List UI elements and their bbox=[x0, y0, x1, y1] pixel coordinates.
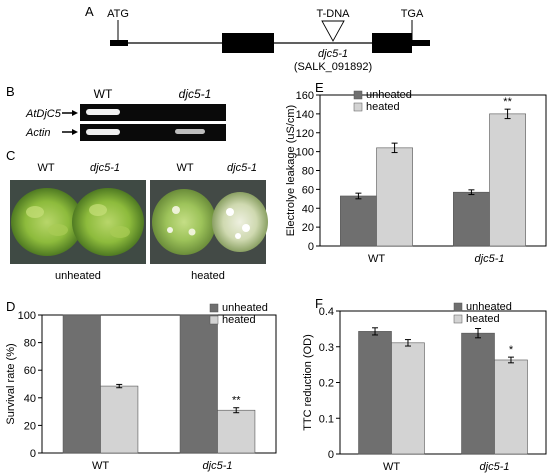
y-tick-label: 20 bbox=[302, 222, 314, 234]
gel-row-gene: AtDjC5 bbox=[25, 108, 62, 120]
y-tick-label: 0.2 bbox=[319, 378, 334, 390]
gel-arrow-control bbox=[62, 129, 78, 135]
chart-panel-label: D bbox=[6, 299, 15, 314]
panel-c-label: C bbox=[6, 148, 15, 163]
significance-marker: ** bbox=[232, 395, 241, 407]
y-tick-label: 0 bbox=[30, 448, 36, 460]
legend-label-heated: heated bbox=[222, 314, 256, 326]
panel-a: A ATG TGA T-DNA djc5-1 (SALK_091892) bbox=[85, 4, 430, 73]
bar-heated-mutant bbox=[489, 113, 526, 247]
y-tick-label: 60 bbox=[24, 365, 36, 377]
y-tick-label: 160 bbox=[296, 90, 314, 102]
legend-swatch-unheated bbox=[453, 302, 463, 312]
legend-label-heated: heated bbox=[466, 313, 500, 325]
photo-right-mutant: djc5-1 bbox=[227, 162, 257, 174]
stop-codon-label: TGA bbox=[401, 8, 424, 20]
utr-5 bbox=[110, 40, 128, 46]
legend-swatch-heated bbox=[353, 102, 363, 112]
legend-swatch-unheated bbox=[353, 90, 363, 100]
bar-heated-wt bbox=[391, 342, 425, 455]
bar-unheated-mutant bbox=[453, 191, 490, 247]
bar-heated-mutant bbox=[217, 409, 256, 454]
y-tick-label: 20 bbox=[24, 420, 36, 432]
y-tick-label: 60 bbox=[302, 184, 314, 196]
y-axis-label: Electrolye leakage (uS/cm) bbox=[285, 105, 297, 236]
x-category-label: WT bbox=[383, 461, 400, 473]
significance-marker: * bbox=[509, 344, 514, 356]
x-category-label: djc5-1 bbox=[203, 460, 233, 472]
utr-3 bbox=[412, 40, 430, 46]
y-tick-label: 0 bbox=[308, 241, 314, 253]
bar-heated-mutant bbox=[494, 359, 528, 455]
salk-line-label: (SALK_091892) bbox=[294, 61, 372, 73]
mutant-allele-label: djc5-1 bbox=[318, 48, 348, 60]
chart-ttc: F 0 0.1 0.2 0.3 0.4 TTC reduction (OD) WT djc5-1… bbox=[302, 296, 547, 473]
panel-c: C WT djc5-1 WT djc5-1 unheated heated bbox=[6, 148, 268, 282]
gel-band-control-wt bbox=[86, 129, 120, 135]
legend-label-unheated: unheated bbox=[466, 301, 512, 313]
legend-swatch-unheated bbox=[209, 303, 219, 313]
x-category-label: djc5-1 bbox=[480, 461, 510, 473]
panel-b: B WT djc5-1 AtDjC5 Actin bbox=[6, 84, 226, 141]
photo-right-caption: heated bbox=[191, 270, 225, 282]
bar-unheated-wt bbox=[358, 331, 392, 455]
bar-unheated-wt bbox=[62, 314, 101, 454]
legend-swatch-heated bbox=[453, 314, 463, 324]
y-tick-label: 100 bbox=[18, 310, 36, 322]
significance-marker: ** bbox=[503, 96, 512, 108]
tdna-label: T-DNA bbox=[317, 8, 351, 20]
gel-band-control-mutant bbox=[175, 129, 205, 134]
panel-a-label: A bbox=[85, 4, 94, 19]
chart-panel-label: E bbox=[315, 80, 324, 95]
bar-unheated-mutant bbox=[179, 314, 218, 454]
bar-heated-wt bbox=[100, 385, 139, 454]
y-axis-label: Survival rate (%) bbox=[5, 343, 17, 424]
gel-image-control bbox=[80, 124, 226, 141]
gel-col-mutant: djc5-1 bbox=[179, 87, 212, 101]
y-axis-label: TTC reduction (OD) bbox=[302, 334, 314, 431]
photo-unheated bbox=[10, 180, 146, 264]
photo-left-mutant: djc5-1 bbox=[90, 162, 120, 174]
chart-survival: D 0 20 40 60 80 100 Survival rate (%) WT djc5-1 **… bbox=[5, 299, 277, 472]
x-category-label: WT bbox=[92, 460, 109, 472]
exon-1 bbox=[222, 33, 274, 53]
gel-col-wt: WT bbox=[94, 87, 113, 101]
tdna-insertion-triangle bbox=[321, 20, 345, 42]
gel-band-gene-wt bbox=[86, 109, 120, 115]
y-tick-label: 100 bbox=[296, 147, 314, 159]
bar-unheated-mutant bbox=[461, 332, 495, 455]
chart-panel-label: F bbox=[315, 296, 323, 311]
exon-2 bbox=[372, 33, 412, 53]
y-tick-label: 40 bbox=[24, 393, 36, 405]
bar-unheated-wt bbox=[340, 195, 377, 247]
bar-heated-wt bbox=[376, 147, 413, 247]
legend-label-unheated: unheated bbox=[366, 89, 412, 101]
y-tick-label: 140 bbox=[296, 109, 314, 121]
y-tick-label: 120 bbox=[296, 128, 314, 140]
y-tick-label: 80 bbox=[302, 166, 314, 178]
y-tick-label: 0 bbox=[328, 449, 334, 461]
start-codon-label: ATG bbox=[107, 8, 129, 20]
y-tick-label: 40 bbox=[302, 203, 314, 215]
photo-heated bbox=[150, 180, 268, 264]
legend-label-unheated: unheated bbox=[222, 302, 268, 314]
panel-b-label: B bbox=[6, 84, 15, 99]
x-category-label: WT bbox=[368, 253, 385, 265]
legend-swatch-heated bbox=[209, 315, 219, 325]
y-tick-label: 0.4 bbox=[319, 306, 334, 318]
photo-left-wt: WT bbox=[37, 162, 54, 174]
plot-frame bbox=[41, 314, 277, 454]
x-category-label: djc5-1 bbox=[475, 253, 505, 265]
gel-arrow-gene bbox=[62, 110, 78, 116]
gel-row-control: Actin bbox=[25, 127, 50, 139]
legend-label-heated: heated bbox=[366, 101, 400, 113]
photo-left-caption: unheated bbox=[55, 270, 101, 282]
y-tick-label: 80 bbox=[24, 338, 36, 350]
photo-right-wt: WT bbox=[176, 162, 193, 174]
y-tick-label: 0.3 bbox=[319, 342, 334, 354]
chart-electrolyte: E 0 20 40 60 80 100 120 140 160 Electrolye leakage… bbox=[285, 80, 547, 265]
y-tick-label: 0.1 bbox=[319, 413, 334, 425]
gel-image-gene bbox=[80, 104, 226, 121]
